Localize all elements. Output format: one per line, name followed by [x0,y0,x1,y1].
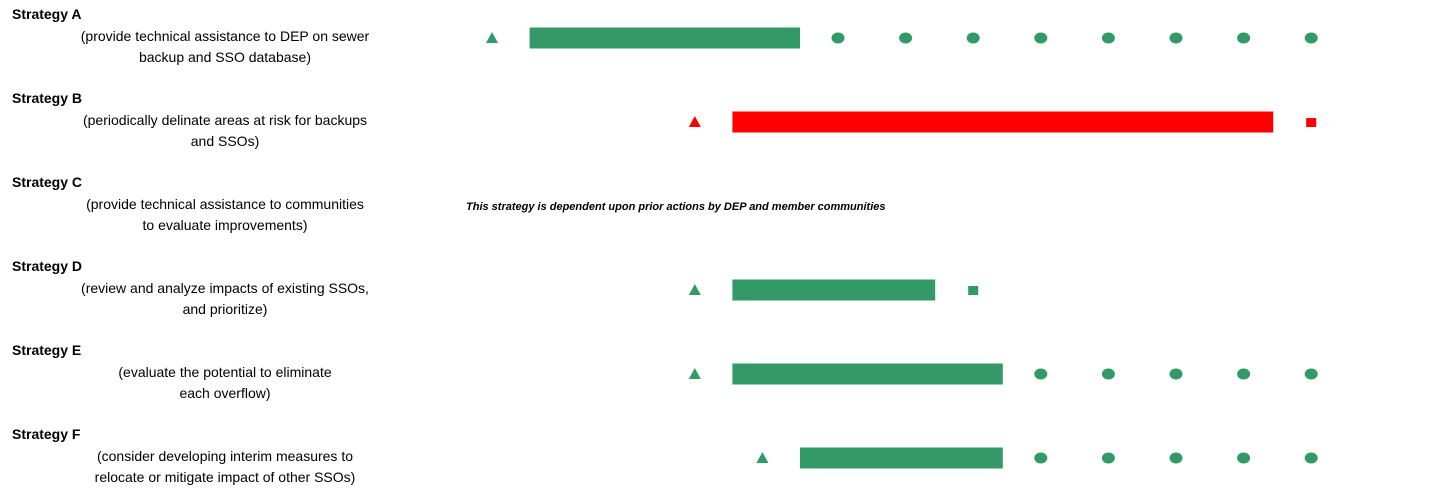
start-triangle-marker [756,452,769,463]
activity-bar [529,27,800,49]
strategy-description-line: (periodically delinate areas at risk for… [82,112,368,128]
activity-bar [800,447,1003,469]
strategy-name: Strategy A [12,6,82,22]
strategy-description-line: (evaluate the potential to eliminate [118,364,332,380]
strategy-description-line: each overflow) [179,385,271,401]
ongoing-dot-marker [1034,452,1048,464]
strategy-description-line: (review and analyze impacts of existing … [81,280,369,296]
ongoing-dot-marker [1034,368,1048,380]
ongoing-dot-marker [1101,32,1115,44]
ongoing-dot-marker [1169,452,1183,464]
start-triangle-marker [486,32,498,43]
ongoing-dot-marker [1304,32,1318,44]
strategy-name: Strategy F [12,426,81,442]
ongoing-dot-marker [1169,368,1183,380]
end-square-marker [1306,118,1317,127]
strategy-description-line: and SSOs) [190,133,260,149]
strategy-description-line: (consider developing interim measures to [96,448,353,464]
strategy-description-line: (provide technical assistance to communi… [86,196,364,212]
start-triangle-marker [688,368,701,379]
ongoing-dot-marker [1034,32,1048,44]
dependency-note: This strategy is dependent upon prior ac… [466,201,886,213]
ongoing-dot-marker [1237,32,1251,44]
strategy-description-line: backup and SSO database) [138,49,311,65]
strategy-name: Strategy D [12,258,83,274]
ongoing-dot-marker [1237,368,1251,380]
strategy-name: Strategy C [12,174,83,190]
ongoing-dot-marker [1237,452,1251,464]
ongoing-dot-marker [1169,32,1183,44]
strategy-name: Strategy B [12,90,83,106]
strategy-name: Strategy E [12,342,82,358]
strategy-description: (periodically delinate areas at risk for… [0,110,450,152]
strategy-description: (review and analyze impacts of existing … [0,278,450,320]
ongoing-dot-marker [966,32,980,44]
start-triangle-marker [688,284,701,295]
activity-bar [732,111,1274,133]
ongoing-dot-marker [1304,368,1318,380]
strategy-description: (provide technical assistance to DEP on … [0,26,450,68]
strategy-description-line: and prioritize) [182,301,268,317]
ongoing-dot-marker [831,32,845,44]
ongoing-dot-marker [1304,452,1318,464]
strategy-labels: Strategy A (provide technical assistance … [0,0,460,493]
ongoing-dot-marker [1101,452,1115,464]
end-square-marker [968,286,979,295]
strategy-description: (provide technical assistance to communi… [0,194,450,236]
strategy-description-line: (provide technical assistance to DEP on … [80,28,370,44]
ongoing-dot-marker [899,32,913,44]
strategy-description-line: to evaluate improvements) [142,217,308,233]
ongoing-dot-marker [1101,368,1115,380]
start-triangle-marker [688,116,701,127]
strategy-description: (consider developing interim measures to… [0,446,450,488]
activity-bar [732,363,1003,385]
activity-bar [732,279,936,301]
strategy-description-line: relocate or mitigate impact of other SSO… [94,469,356,485]
strategy-description: (evaluate the potential to eliminate each… [0,362,450,404]
